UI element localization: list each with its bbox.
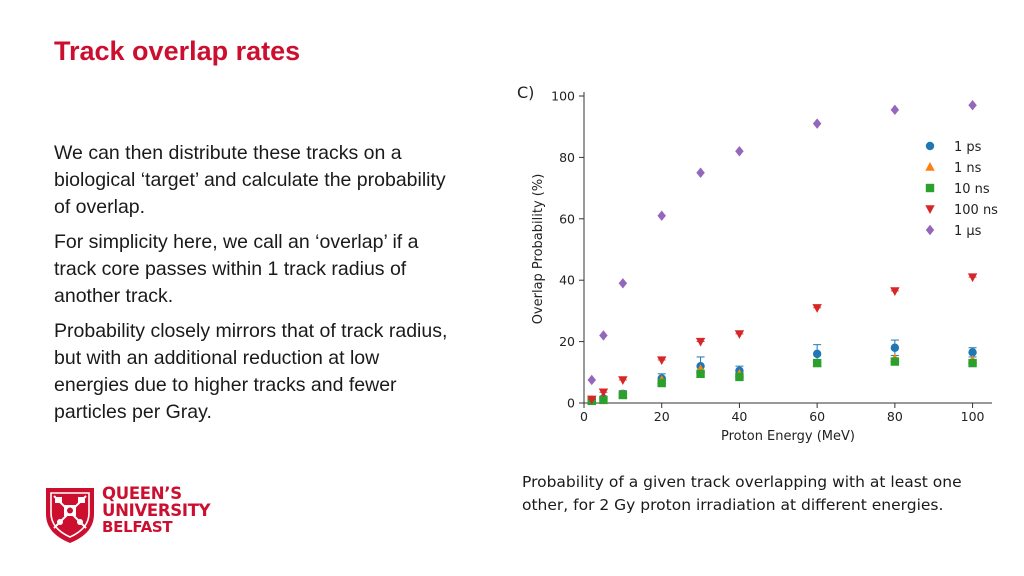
- data-point: [734, 330, 745, 339]
- data-point: [890, 287, 900, 296]
- page-title: Track overlap rates: [54, 36, 301, 66]
- x-tick-label: 40: [731, 409, 747, 424]
- paragraph-3: Probability closely mirrors that of trac…: [54, 320, 448, 423]
- data-point: [812, 118, 822, 129]
- logo-line-1: QUEEN’S: [102, 484, 182, 503]
- data-point: [890, 104, 900, 116]
- x-tick-label: 80: [887, 409, 903, 424]
- data-point: [598, 388, 609, 398]
- data-point: [968, 100, 977, 111]
- legend-label: 1 μs: [954, 224, 982, 239]
- x-tick-label: 20: [654, 409, 670, 424]
- legend-label: 1 ns: [954, 161, 982, 176]
- legend-label: 10 ns: [954, 182, 990, 197]
- panel-label: C): [517, 83, 534, 102]
- data-point: [968, 348, 977, 357]
- logo-wordmark: QUEEN’S UNIVERSITY BELFAST: [102, 484, 211, 536]
- data-point: [812, 349, 822, 359]
- legend-marker: [925, 183, 935, 193]
- x-axis-label: Proton Energy (MeV): [721, 429, 855, 444]
- crest-icon: [46, 488, 94, 543]
- data-point: [599, 395, 608, 405]
- data-point: [657, 356, 667, 366]
- x-tick-label: 60: [809, 409, 825, 424]
- data-point: [696, 167, 705, 178]
- logo-line-2: UNIVERSITY: [102, 500, 211, 520]
- data-point: [695, 337, 706, 347]
- logo-line-3: BELFAST: [102, 518, 173, 536]
- data-point: [657, 210, 666, 221]
- data-point: [967, 273, 978, 283]
- paragraph-2: For simplicity here, we call an ‘overlap…: [54, 231, 419, 307]
- data-point: [587, 374, 596, 386]
- data-point: [890, 343, 900, 352]
- data-point: [618, 376, 628, 385]
- legend-marker: [925, 224, 935, 236]
- overlap-probability-chart: C) 0 20 40 60 80 100 0 20 40 60 80 100 Proton Energ…: [517, 83, 998, 444]
- data-point: [696, 369, 705, 379]
- data-point: [735, 146, 744, 157]
- legend: 1 ps 1 ns 10 ns 100 ns 1 μs: [925, 140, 998, 239]
- y-tick-label: 80: [559, 150, 575, 165]
- legend-marker: [925, 205, 935, 214]
- legend-marker: [925, 141, 935, 151]
- data-point: [618, 278, 628, 289]
- figure-caption: Probability of a given track overlapping…: [522, 473, 962, 514]
- data-point: [657, 378, 666, 388]
- y-tick-label: 0: [567, 396, 575, 411]
- data-point: [812, 358, 822, 368]
- y-tick-label: 20: [559, 334, 575, 349]
- x-tick-label: 0: [580, 409, 588, 424]
- legend-marker: [925, 162, 935, 171]
- data-point: [599, 330, 608, 341]
- data-point: [618, 390, 628, 400]
- body-text: We can then distribute these tracks on a…: [54, 140, 454, 434]
- data-point: [890, 357, 900, 366]
- data-point: [968, 358, 977, 368]
- legend-label: 100 ns: [954, 203, 998, 218]
- y-axis-label: Overlap Probability (%): [531, 174, 546, 325]
- data-point: [587, 395, 597, 405]
- data-point: [812, 304, 822, 313]
- university-logo: QUEEN’S UNIVERSITY BELFAST: [44, 484, 214, 546]
- y-tick-label: 40: [559, 273, 575, 288]
- y-tick-label: 60: [559, 211, 575, 226]
- legend-label: 1 ps: [954, 140, 982, 155]
- y-tick-label: 100: [551, 89, 575, 104]
- x-tick-label: 100: [961, 409, 985, 424]
- data-point: [735, 372, 744, 382]
- paragraph-1: We can then distribute these tracks on a…: [54, 142, 446, 218]
